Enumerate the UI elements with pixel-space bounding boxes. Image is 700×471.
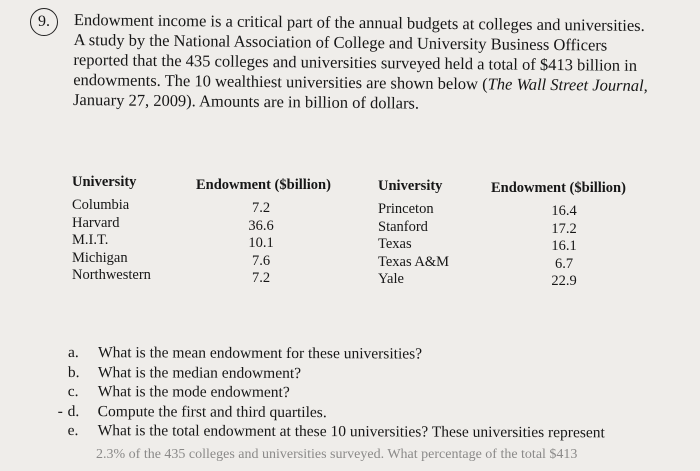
right-university-5: Yale xyxy=(378,271,404,287)
question-text: What is the total endowment at these 10 … xyxy=(97,422,605,442)
right-university-4: Texas A&M xyxy=(378,253,450,270)
pencil-tick-mark: - xyxy=(57,402,63,420)
question-d: - d. Compute the first and third quartil… xyxy=(58,401,688,423)
question-letter: a. xyxy=(67,344,79,362)
right-university-3: Texas xyxy=(378,236,412,252)
question-letter: c. xyxy=(67,382,79,401)
question-list: a. What is the mean endowment for these … xyxy=(58,343,688,443)
endowment-table: University Columbia Harvard M.I.T. Michi… xyxy=(72,174,651,291)
question-text: What is the median endowment? xyxy=(97,363,302,382)
right-endowment-3: 16.1 xyxy=(551,238,577,254)
right-endowment-2: 17.2 xyxy=(551,220,577,237)
question-letter: e. xyxy=(67,421,79,440)
left-university-3: M.I.T. xyxy=(72,232,109,248)
question-c: c. What is the mode endowment? xyxy=(68,382,688,404)
right-endowment-1: 16.4 xyxy=(551,203,577,219)
left-endowment-3: 10.1 xyxy=(248,235,274,251)
question-text: What is the mean endowment for these uni… xyxy=(97,344,423,363)
right-endowment-header: Endowment ($billion) xyxy=(491,180,626,196)
question-e: e. What is the total endowment at these … xyxy=(68,421,688,443)
right-endowment-5: 22.9 xyxy=(551,273,577,289)
question-number: 9. xyxy=(30,8,58,36)
left-university-column: University Columbia Harvard M.I.T. Michi… xyxy=(72,174,151,285)
question-letter: d. xyxy=(67,402,80,420)
right-university-1: Princeton xyxy=(378,201,434,217)
right-endowment-4: 6.7 xyxy=(554,255,574,272)
question-b: b. What is the median endowment? xyxy=(68,362,688,384)
right-university-header: University xyxy=(378,178,443,194)
left-endowment-1: 7.2 xyxy=(251,200,271,216)
question-text: What is the mode endowment? xyxy=(97,383,290,401)
left-university-header: University xyxy=(72,174,137,190)
question-number-text: 9. xyxy=(38,13,50,30)
left-university-4: Michigan xyxy=(72,249,128,266)
left-endowment-5: 7.2 xyxy=(251,270,271,286)
right-endowment-column: Endowment ($billion) 16.4 17.2 16.1 6.7 … xyxy=(491,180,651,291)
question-text: Compute the first and third quartiles. xyxy=(97,402,327,421)
left-university-5: Northwestern xyxy=(72,267,151,283)
question-letter: b. xyxy=(67,363,80,381)
left-university-2: Harvard xyxy=(72,214,120,231)
left-endowment-4: 7.6 xyxy=(251,252,271,269)
question-a: a. What is the mean endowment for these … xyxy=(68,343,688,365)
left-university-1: Columbia xyxy=(72,197,130,213)
right-university-column: University Princeton Stanford Texas Texa… xyxy=(378,178,449,289)
left-endowment-column: Endowment ($billion) 7.2 36.6 10.1 7.6 7… xyxy=(196,177,346,288)
cutoff-text-line: 2.3% of the 435 colleges and universitie… xyxy=(96,447,578,462)
left-endowment-header: Endowment ($billion) xyxy=(196,177,331,193)
right-university-2: Stanford xyxy=(378,218,428,235)
left-endowment-2: 36.6 xyxy=(248,217,274,234)
